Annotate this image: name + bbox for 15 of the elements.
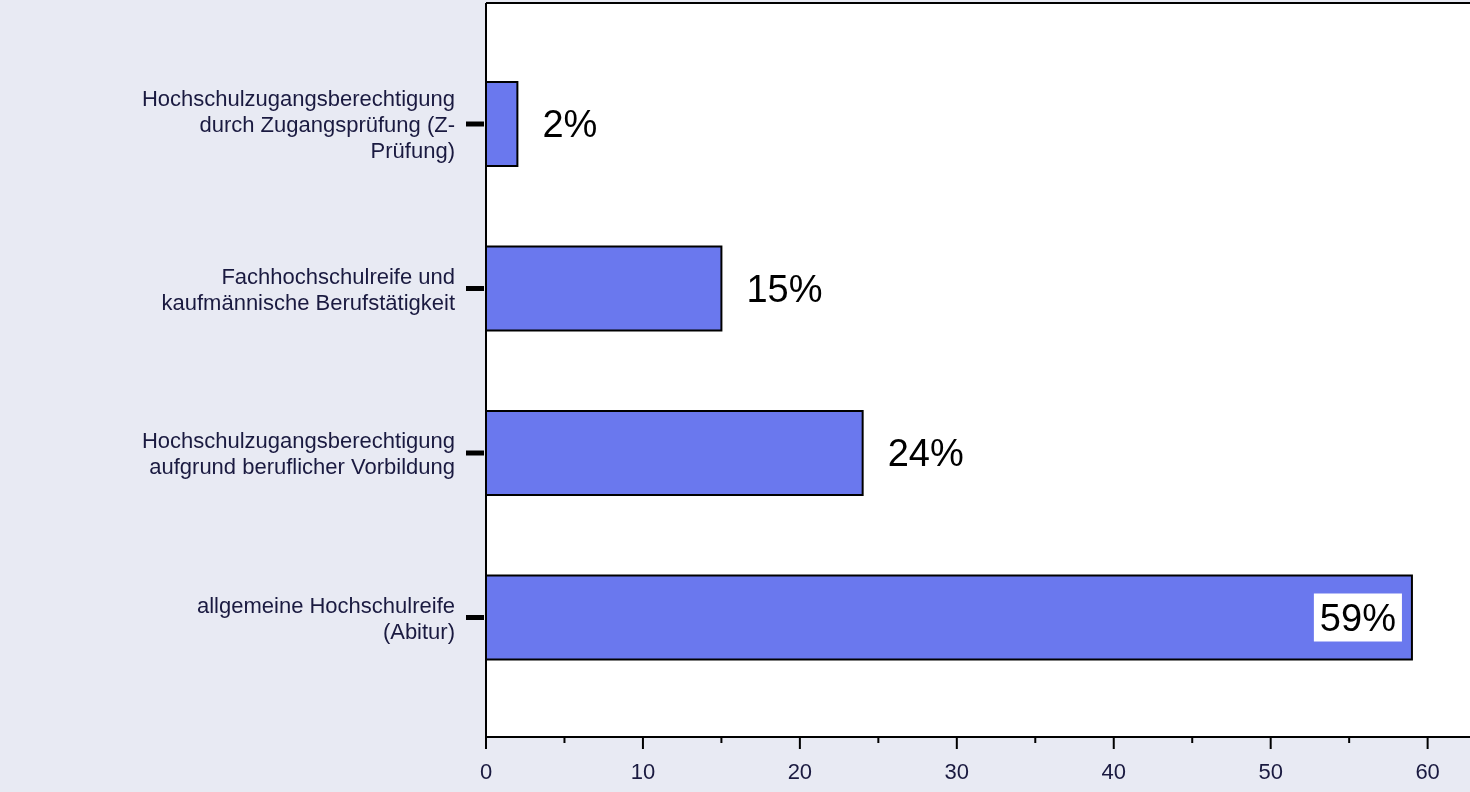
y-tick-label: Hochschulzugangsberechtigung durch Zugangsprüfung (Z-Prüfung) (141, 86, 455, 163)
data-label: 2% (542, 103, 598, 145)
data-label: 59% (1319, 596, 1396, 639)
data-label: 24% (887, 432, 964, 474)
x-tick-label: 40 (1101, 759, 1126, 784)
data-label: 15% (746, 267, 823, 310)
y-tick-label: allgemeine Hochschulreife (Abitur) (196, 592, 455, 644)
x-tick-label: 20 (787, 759, 813, 784)
y-tick-label: Hochschulzugangsberechtigung aufgrund beruflicher Vorbildung (141, 428, 455, 479)
x-tick-label: 0 (479, 759, 493, 784)
x-tick-label: 10 (630, 759, 656, 784)
x-tick-label: 50 (1258, 759, 1283, 784)
y-tick-label: Fachhochschulreife und kaufmännische Berufstätigkeit (161, 263, 455, 315)
x-tick-label: 60 (1415, 759, 1440, 784)
x-tick-label: 30 (944, 759, 970, 784)
